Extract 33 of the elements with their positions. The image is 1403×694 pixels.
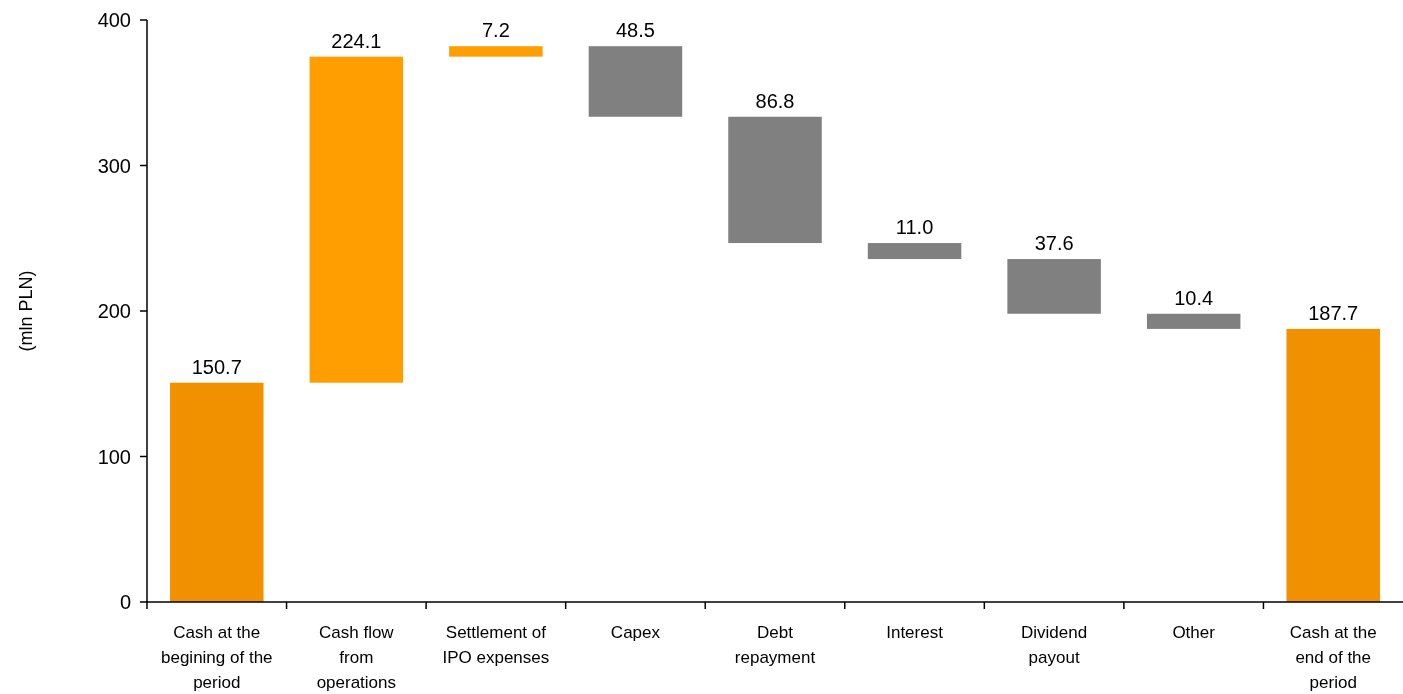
y-tick-label: 300 bbox=[97, 154, 131, 177]
y-axis-title: (mln PLN) bbox=[16, 270, 36, 352]
x-tick-label: Interest bbox=[886, 623, 944, 642]
data-label: 7.2 bbox=[481, 19, 510, 42]
data-label: 11.0 bbox=[895, 216, 934, 239]
x-tick-label: Settlement of IPO expenses bbox=[442, 623, 550, 667]
y-tick-label: 200 bbox=[97, 300, 131, 322]
bar bbox=[588, 46, 683, 117]
bar bbox=[1007, 259, 1101, 314]
x-tick-label: Other bbox=[1172, 623, 1216, 642]
x-tick-label: Dividend payout bbox=[1021, 623, 1088, 667]
bar bbox=[309, 56, 404, 383]
bar bbox=[867, 243, 962, 260]
bar bbox=[1286, 328, 1380, 602]
x-tick-label: Cash at the begining of the period bbox=[161, 623, 273, 692]
y-tick-label: 400 bbox=[97, 9, 131, 31]
data-label: 86.8 bbox=[755, 89, 795, 112]
data-label: 48.5 bbox=[615, 19, 655, 42]
y-tick-label: 0 bbox=[119, 591, 131, 613]
bar bbox=[1146, 313, 1241, 329]
data-label: 10.4 bbox=[1174, 286, 1214, 309]
data-label: 224.1 bbox=[331, 29, 382, 52]
x-tick-label: Debt repayment bbox=[734, 623, 816, 667]
y-tick-label: 100 bbox=[97, 445, 131, 468]
x-tick-label: Cash flow from operations bbox=[316, 623, 397, 692]
bar bbox=[449, 46, 543, 57]
data-label: 150.7 bbox=[191, 355, 242, 378]
bar bbox=[728, 116, 822, 244]
bar bbox=[170, 382, 264, 602]
data-label: 37.6 bbox=[1034, 232, 1074, 255]
x-tick-label: Capex bbox=[610, 623, 661, 642]
data-label: 187.7 bbox=[1308, 301, 1359, 324]
x-tick-label: Cash at the end of the period bbox=[1289, 623, 1377, 692]
